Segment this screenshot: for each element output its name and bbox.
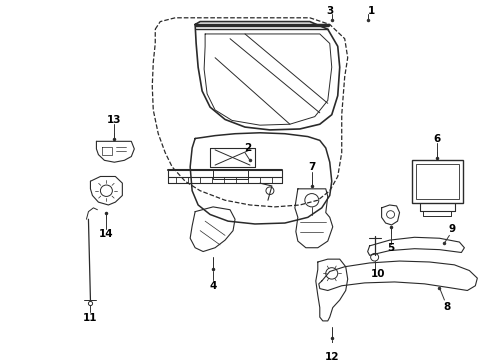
- Text: 13: 13: [107, 116, 122, 125]
- Text: 7: 7: [308, 162, 316, 172]
- Text: 3: 3: [326, 6, 333, 16]
- Text: 12: 12: [324, 352, 339, 360]
- Text: 11: 11: [83, 313, 98, 323]
- Text: 2: 2: [245, 143, 252, 153]
- Text: 9: 9: [449, 224, 456, 234]
- Text: 6: 6: [434, 134, 441, 144]
- Text: 4: 4: [209, 281, 217, 291]
- Bar: [412, 160, 464, 203]
- Text: 8: 8: [444, 302, 451, 312]
- Text: 5: 5: [387, 243, 394, 253]
- Bar: [416, 164, 460, 199]
- Text: 10: 10: [370, 269, 385, 279]
- Text: 1: 1: [368, 6, 375, 16]
- Text: 14: 14: [99, 229, 114, 239]
